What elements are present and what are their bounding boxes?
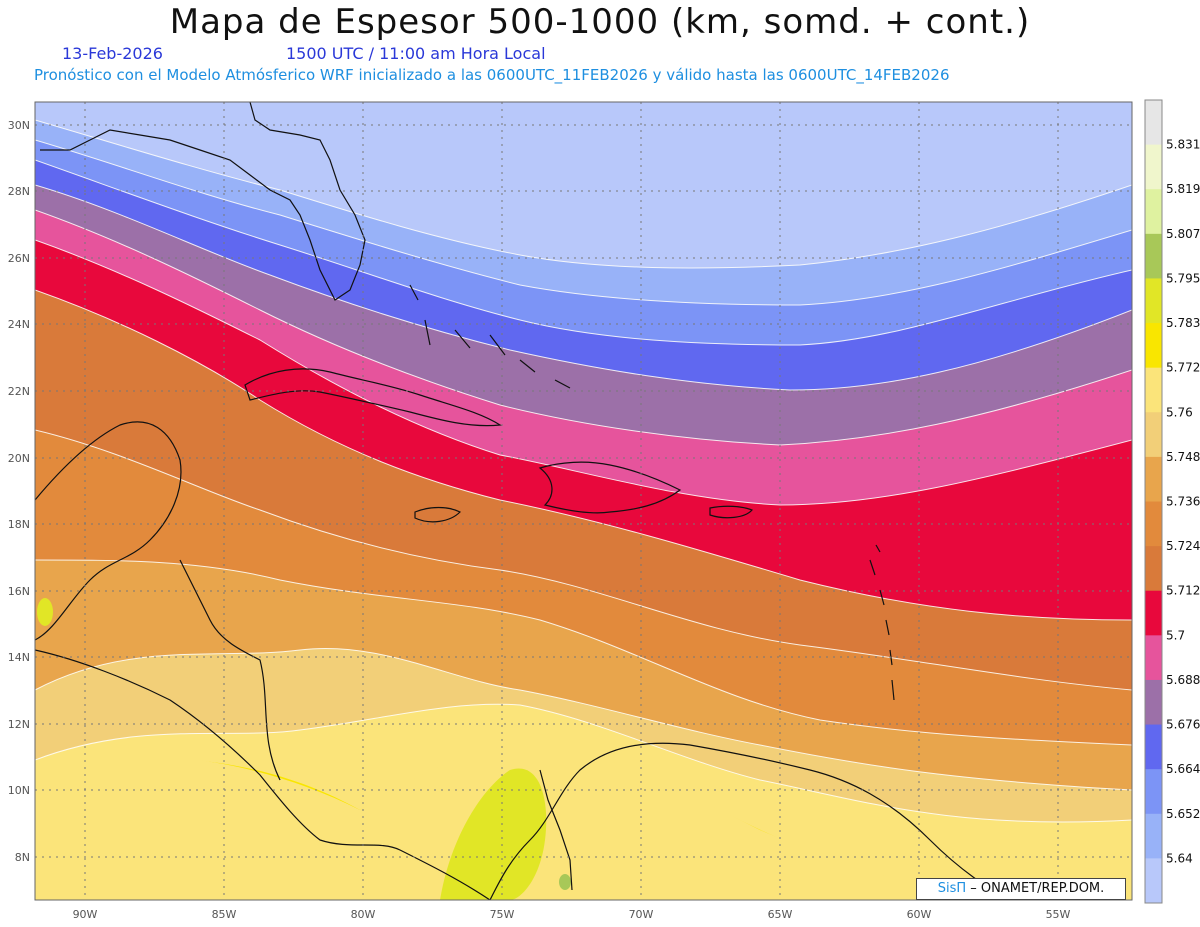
legend-swatch — [1145, 412, 1162, 458]
band-5748 — [35, 560, 1132, 790]
legend-swatch — [1145, 858, 1162, 904]
latitude-axis: 30N 28N 26N 24N 22N 20N 18N 16N 14N 12N … — [8, 119, 30, 864]
legend-label: 5.76 — [1166, 405, 1193, 419]
color-legend: 5.831 5.819 5.807 5.795 5.783 5.772 5.76 5.748 5… — [1144, 99, 1200, 904]
credit-box: SisΠ – ONAMET/REP.DOM. — [916, 878, 1126, 900]
legend-label: 5.652 — [1166, 807, 1200, 821]
forecast-date: 13-Feb-2026 — [62, 44, 163, 63]
contour-lines — [35, 119, 1132, 823]
band-5640 — [35, 102, 1132, 268]
legend-swatch — [1145, 278, 1162, 324]
lat-label: 14N — [8, 651, 30, 664]
legend-swatch — [1145, 813, 1162, 859]
band-5700 — [35, 210, 1132, 505]
forecast-time: 1500 UTC / 11:00 am Hora Local — [286, 44, 546, 63]
coastlines — [35, 102, 1011, 900]
lat-label: 22N — [8, 385, 30, 398]
legend-swatch — [1145, 144, 1162, 190]
band-5736 — [35, 430, 1132, 745]
lon-label: 75W — [490, 908, 515, 921]
legend-label: 5.807 — [1166, 227, 1200, 241]
legend-label: 5.688 — [1166, 673, 1200, 687]
band-5712 — [35, 240, 1132, 620]
legend-swatch — [1145, 769, 1162, 815]
legend-swatch — [1145, 100, 1162, 146]
lat-label: 12N — [8, 718, 30, 731]
legend-swatch — [1145, 724, 1162, 770]
forecast-description: Pronóstico con el Modelo Atmósferico WRF… — [34, 66, 950, 84]
lon-label: 70W — [629, 908, 654, 921]
legend-label: 5.676 — [1166, 718, 1200, 732]
thickness-bands — [35, 102, 1132, 900]
band-5772-patch — [35, 738, 1132, 900]
legend-label: 5.64 — [1166, 851, 1193, 865]
legend-swatch — [1145, 456, 1162, 502]
lat-label: 26N — [8, 252, 30, 265]
lat-label: 18N — [8, 518, 30, 531]
lon-label: 90W — [73, 908, 98, 921]
legend-swatch — [1145, 189, 1162, 235]
legend-label: 5.819 — [1166, 182, 1200, 196]
band-5652 — [35, 120, 1132, 305]
legend-label: 5.7 — [1166, 628, 1185, 642]
legend-label: 5.712 — [1166, 584, 1200, 598]
lat-label: 10N — [8, 784, 30, 797]
band-5772 — [35, 704, 1132, 900]
credit-brand: SisΠ — [937, 881, 967, 896]
band-5664 — [35, 140, 1132, 345]
credit-text: – ONAMET/REP.DOM. — [970, 881, 1105, 896]
map-title: Mapa de Espesor 500-1000 (km, somd. + co… — [169, 2, 1031, 42]
lon-label: 80W — [351, 908, 376, 921]
lon-label: 55W — [1046, 908, 1071, 921]
legend-swatch — [1145, 635, 1162, 681]
legend-swatch — [1145, 546, 1162, 592]
legend-swatch — [1145, 679, 1162, 726]
lat-label: 16N — [8, 585, 30, 598]
legend-label: 5.795 — [1166, 271, 1200, 285]
legend-label: 5.736 — [1166, 495, 1200, 509]
lat-label: 28N — [8, 185, 30, 198]
legend-swatch — [1145, 501, 1162, 547]
lon-label: 85W — [212, 908, 237, 921]
legend-label: 5.831 — [1166, 138, 1200, 152]
grid-lines — [35, 102, 1132, 900]
lon-label: 65W — [768, 908, 793, 921]
legend-label: 5.772 — [1166, 361, 1200, 375]
legend-label: 5.748 — [1166, 450, 1200, 464]
band-5688 — [35, 185, 1132, 445]
legend-label: 5.664 — [1166, 762, 1200, 776]
longitude-axis: 90W 85W 80W 75W 70W 65W 60W 55W — [73, 908, 1071, 921]
lat-label: 20N — [8, 452, 30, 465]
map-frame — [34, 101, 1133, 901]
lat-label: 8N — [15, 851, 30, 864]
legend-swatch — [1145, 367, 1162, 413]
band-5676 — [35, 160, 1132, 390]
band-5795-west — [37, 598, 53, 626]
lon-label: 60W — [907, 908, 932, 921]
legend-label: 5.783 — [1166, 316, 1200, 330]
lat-label: 30N — [8, 119, 30, 132]
legend-label: 5.724 — [1166, 539, 1200, 553]
legend-swatch — [1145, 233, 1162, 279]
legend-frame — [1144, 99, 1163, 904]
legend-swatch — [1145, 590, 1162, 636]
lat-label: 24N — [8, 318, 30, 331]
legend-swatch — [1145, 323, 1162, 369]
band-5807-patch — [559, 874, 571, 890]
band-5760 — [35, 648, 1132, 822]
band-5795-patch — [440, 768, 547, 900]
band-5724 — [35, 290, 1132, 690]
